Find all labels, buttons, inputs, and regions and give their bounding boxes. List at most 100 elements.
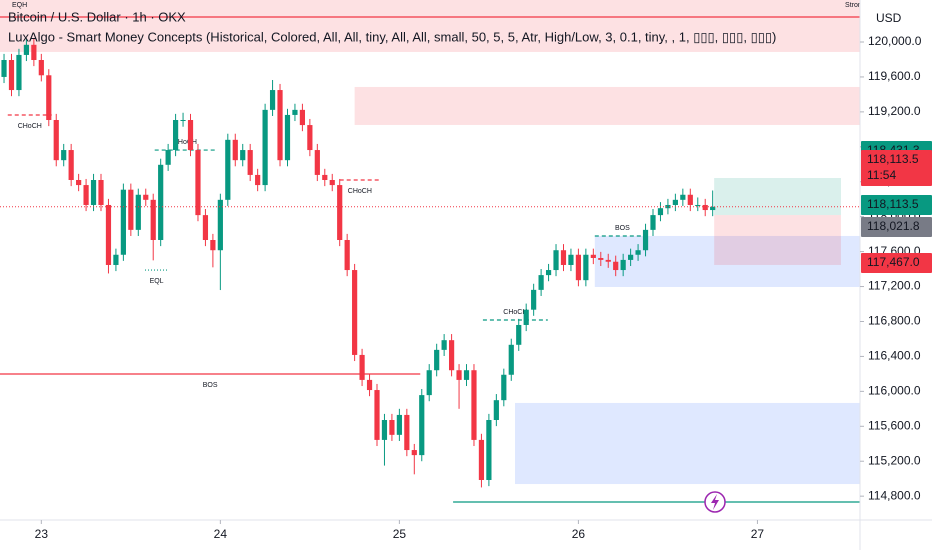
zone [354, 86, 860, 125]
x-tick-label: 27 [751, 527, 765, 541]
candle-body [613, 261, 619, 271]
chart-title: Bitcoin / U.S. Dollar · 1h · OKX [8, 9, 186, 24]
candle-body [501, 374, 507, 401]
zone [714, 215, 841, 265]
candle-body [650, 215, 656, 230]
candle-body [374, 390, 380, 440]
indicator-label: LuxAlgo - Smart Money Concepts (Historic… [8, 29, 776, 44]
price-tag-label: 118,113.5 [867, 152, 919, 166]
candle-body [247, 150, 253, 175]
candle-body [583, 254, 589, 281]
candle-body [46, 75, 52, 120]
candle-body [329, 180, 335, 186]
candle-body [635, 250, 641, 255]
structure-label: CHoCH [173, 139, 197, 146]
candle-body [605, 259, 611, 262]
candle-body [16, 54, 22, 91]
candle-body [284, 114, 291, 161]
candle-body [508, 344, 514, 375]
candle-body [463, 370, 470, 380]
candle-body [553, 250, 559, 271]
candle-body [292, 109, 298, 115]
candle-body [352, 270, 358, 355]
y-tick-label: 116,800.0 [868, 314, 921, 328]
candle-body [538, 275, 544, 290]
candle-body [419, 395, 425, 456]
candle-body [322, 174, 328, 180]
candle-body [531, 289, 537, 310]
candle-body [471, 370, 477, 440]
candle-body [1, 60, 7, 77]
candle-body [486, 420, 492, 480]
structure-label: BOS [615, 225, 630, 232]
candle-body [90, 180, 97, 205]
candle-body [38, 60, 44, 76]
zone [714, 177, 841, 216]
candle-body [158, 164, 164, 240]
y-tick-label: 119,200.0 [868, 104, 921, 118]
candle-body [411, 450, 417, 456]
candle-body [105, 204, 112, 265]
currency-label[interactable]: USD [876, 11, 902, 25]
candle-body [195, 150, 201, 216]
candle-body [269, 90, 276, 110]
y-tick-label: 114,800.0 [868, 488, 921, 502]
candle-body [448, 340, 455, 371]
candle-body [314, 150, 320, 175]
candle-body [8, 60, 15, 91]
candle-body [98, 180, 104, 205]
candle-body [344, 240, 350, 271]
candle-body [83, 185, 89, 205]
zone [594, 235, 860, 287]
candle-body [478, 439, 485, 480]
candle-body [53, 120, 59, 161]
x-tick-label: 23 [35, 527, 49, 541]
candle-body [687, 194, 693, 205]
candle-body [523, 309, 529, 325]
candle-body [23, 44, 30, 55]
candle-body [165, 150, 171, 165]
y-tick-label: 115,200.0 [868, 453, 921, 467]
candle-body [657, 208, 664, 216]
structure-label: EQL [150, 278, 164, 285]
candle-body [680, 194, 686, 200]
y-tick-label: 120,000.0 [868, 34, 922, 48]
candle-body [180, 120, 186, 121]
y-tick-label: 116,400.0 [868, 349, 921, 363]
structure-label: BOS [203, 382, 218, 389]
candle-body [366, 379, 373, 391]
structure-label: Strong High [845, 2, 882, 9]
candle-body [143, 194, 149, 200]
candle-body [493, 400, 499, 420]
candle-body [240, 150, 246, 161]
y-tick-label: 115,600.0 [868, 418, 921, 432]
candle-body [31, 44, 37, 60]
price-tag-label: 118,113.5 [867, 197, 919, 211]
candle-body [441, 340, 447, 350]
candle-body [128, 189, 134, 230]
candle-body [150, 199, 156, 240]
price-tag-countdown: 11:54 [867, 168, 896, 182]
candle-body [217, 199, 223, 251]
candle-body [710, 206, 716, 211]
candle-body [135, 194, 141, 230]
candle-body [396, 414, 402, 435]
candle-body [113, 254, 119, 265]
x-tick-label: 26 [572, 527, 586, 541]
structure-label: EQH [12, 2, 27, 9]
candle-body [545, 270, 552, 276]
candle-body [381, 420, 388, 440]
structure-label: CHoCH [503, 309, 527, 316]
alert-icon[interactable] [704, 491, 726, 513]
structure-label: CHoCH [18, 123, 42, 130]
candle-body [172, 120, 179, 151]
price-tag-label: 117,467.0 [867, 255, 920, 269]
candle-body [598, 257, 604, 260]
candle-body [202, 215, 209, 240]
y-tick-label: 116,000.0 [868, 384, 921, 398]
y-tick-label: 119,600.0 [868, 69, 921, 83]
candle-body [672, 199, 678, 205]
structure-label: CHoCH [348, 188, 372, 195]
price-tag [861, 150, 932, 186]
